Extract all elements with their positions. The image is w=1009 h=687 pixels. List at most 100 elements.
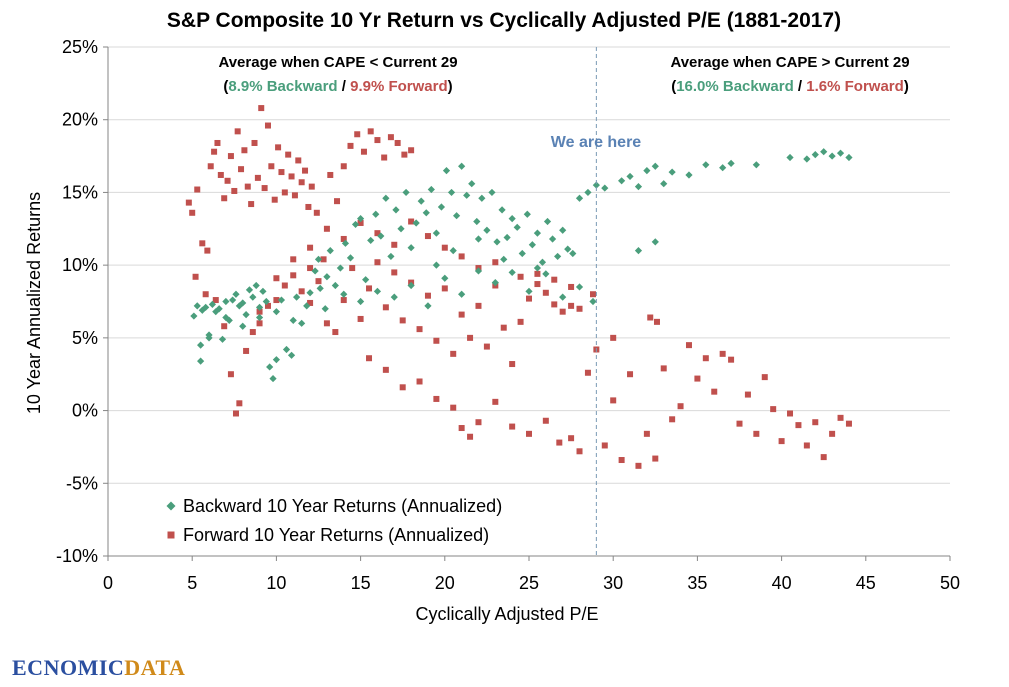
backward-point <box>205 331 213 339</box>
backward-point <box>402 188 410 197</box>
forward-point <box>416 326 423 333</box>
forward-point <box>360 148 367 155</box>
backward-point <box>208 300 217 309</box>
backward-point <box>298 319 306 327</box>
forward-point <box>660 365 667 372</box>
forward-point <box>711 388 718 395</box>
forward-point <box>382 304 389 311</box>
backward-point <box>498 206 506 214</box>
backward-point <box>727 159 735 167</box>
backward-point <box>417 197 425 205</box>
forward-point <box>517 318 524 325</box>
backward-point <box>314 255 323 263</box>
backward-point <box>601 184 609 192</box>
backward-point <box>432 229 440 237</box>
y-tick-label: 15% <box>62 182 98 202</box>
forward-point <box>261 185 268 192</box>
forward-point <box>669 416 676 423</box>
forward-point <box>568 435 575 442</box>
forward-point <box>728 356 735 363</box>
backward-point <box>575 194 584 202</box>
forward-point <box>264 122 271 129</box>
backward-point <box>289 316 297 325</box>
forward-point <box>357 219 364 226</box>
backward-point <box>651 162 659 170</box>
right-open-paren: ( <box>671 78 676 95</box>
forward-point <box>467 433 474 440</box>
forward-point <box>653 318 660 325</box>
forward-point <box>556 439 563 446</box>
backward-series <box>190 148 853 383</box>
backward-point <box>458 290 466 298</box>
backward-point <box>306 289 314 297</box>
forward-point <box>517 273 524 280</box>
forward-point <box>221 323 228 330</box>
backward-point <box>559 226 567 234</box>
backward-point <box>525 287 533 295</box>
forward-point <box>576 448 583 455</box>
forward-point <box>685 342 692 349</box>
backward-point <box>500 255 508 263</box>
forward-point <box>812 419 819 426</box>
forward-point <box>492 259 499 266</box>
forward-point <box>189 209 196 216</box>
forward-point <box>467 334 474 341</box>
backward-point <box>845 153 853 162</box>
forward-point <box>394 139 401 146</box>
backward-point <box>836 149 845 157</box>
forward-point <box>264 302 271 309</box>
logo-part-data: DATA <box>124 655 186 680</box>
backward-point <box>303 302 311 310</box>
forward-point <box>340 163 347 170</box>
forward-point <box>268 163 275 170</box>
backward-point <box>634 183 643 191</box>
forward-point <box>551 276 558 283</box>
backward-point <box>269 374 277 383</box>
backward-point <box>702 161 710 169</box>
legend-marker-backward <box>166 501 176 511</box>
forward-point <box>273 297 280 304</box>
backward-point <box>483 226 491 234</box>
forward-point <box>568 283 575 290</box>
backward-point <box>452 212 461 220</box>
forward-point <box>500 324 507 331</box>
backward-point <box>351 220 360 229</box>
forward-point <box>227 371 234 378</box>
forward-point <box>254 174 261 181</box>
left-forward-value: 9.9% Forward <box>350 78 448 95</box>
backward-point <box>340 290 348 298</box>
backward-point <box>626 172 634 181</box>
backward-point <box>820 148 828 156</box>
backward-point <box>786 153 794 162</box>
forward-point <box>238 166 245 173</box>
backward-point <box>239 299 247 307</box>
grid-lines <box>108 46 950 484</box>
forward-point <box>475 419 482 426</box>
y-tick-label: -10% <box>56 546 98 566</box>
forward-point <box>770 406 777 413</box>
forward-point <box>744 391 751 398</box>
backward-point <box>589 297 597 306</box>
forward-point <box>391 241 398 248</box>
right-annotation-heading: Average when CAPE > Current 29 <box>670 54 909 71</box>
backward-point <box>441 274 449 282</box>
backward-point <box>488 188 496 197</box>
backward-point <box>197 341 205 349</box>
forward-point <box>221 195 228 202</box>
backward-point <box>491 278 499 287</box>
forward-point <box>635 462 642 469</box>
forward-point <box>207 163 214 170</box>
forward-point <box>542 289 549 296</box>
forward-point <box>256 308 263 315</box>
backward-point <box>458 162 466 170</box>
backward-point <box>447 188 456 197</box>
backward-point <box>372 210 380 218</box>
logo-part-ec: EC <box>12 655 44 680</box>
forward-point <box>354 131 361 138</box>
forward-point <box>275 144 282 151</box>
forward-point <box>787 410 794 417</box>
left-annotation-heading: Average when CAPE < Current 29 <box>218 54 457 71</box>
x-tick-label: 15 <box>351 573 371 593</box>
left-open-paren: ( <box>223 78 228 95</box>
y-tick-label: 20% <box>62 110 98 130</box>
